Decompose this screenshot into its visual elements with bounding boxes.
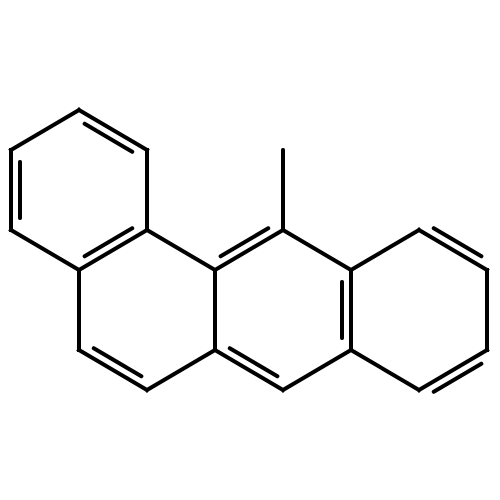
bond-line (147, 230, 215, 270)
bond-line (215, 350, 283, 390)
bond-line (351, 350, 419, 390)
bond-line (283, 230, 351, 270)
bond-line (419, 230, 487, 270)
bond-line (215, 230, 283, 270)
bond-line (351, 230, 419, 270)
bond-line (283, 350, 351, 390)
bond-line (79, 230, 147, 270)
bond-line (11, 110, 79, 150)
molecule-diagram (0, 0, 500, 500)
bond-line (11, 230, 79, 270)
bond-line (79, 350, 147, 390)
bond-line (79, 110, 147, 150)
bond-line (419, 350, 487, 390)
bond-line (147, 350, 215, 390)
